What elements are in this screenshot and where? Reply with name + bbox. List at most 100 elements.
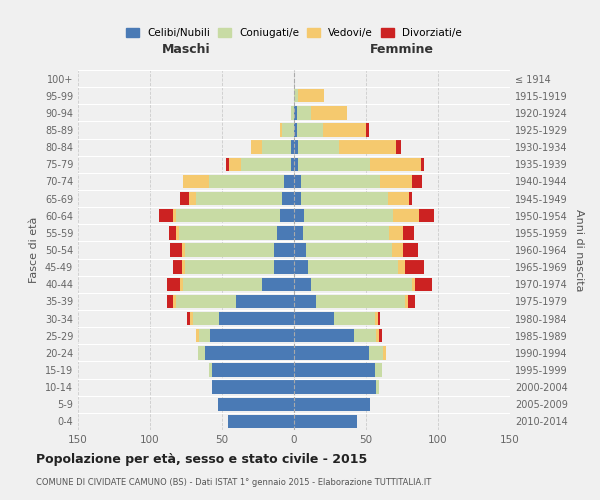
Bar — [415, 278, 432, 291]
Bar — [180, 192, 189, 205]
Bar — [199, 329, 211, 342]
Bar — [369, 346, 383, 360]
Bar — [236, 294, 294, 308]
Bar — [211, 329, 294, 342]
Bar — [392, 244, 403, 256]
Bar — [412, 278, 415, 291]
Bar — [209, 364, 212, 376]
Bar — [294, 294, 316, 308]
Bar — [294, 192, 301, 205]
Legend: Celibi/Nubili, Coniugati/e, Vedovi/e, Divorziati/e: Celibi/Nubili, Coniugati/e, Vedovi/e, Di… — [123, 25, 465, 42]
Text: COMUNE DI CIVIDATE CAMUNO (BS) - Dati ISTAT 1° gennaio 2015 - Elaborazione TUTTI: COMUNE DI CIVIDATE CAMUNO (BS) - Dati IS… — [36, 478, 431, 487]
Bar — [294, 124, 297, 136]
Bar — [187, 312, 190, 326]
Bar — [176, 226, 179, 239]
Bar — [294, 174, 301, 188]
Bar — [421, 158, 424, 171]
Bar — [185, 260, 274, 274]
Bar — [179, 226, 277, 239]
Bar — [228, 414, 294, 428]
Bar — [183, 174, 209, 188]
Bar — [374, 312, 377, 326]
Bar — [197, 346, 205, 360]
Bar — [218, 398, 294, 411]
Bar — [291, 158, 294, 171]
Bar — [394, 209, 419, 222]
Bar — [311, 278, 412, 291]
Bar — [294, 89, 298, 102]
Bar — [294, 226, 302, 239]
Bar — [294, 312, 334, 326]
Bar — [158, 209, 173, 222]
Bar — [294, 278, 311, 291]
Text: Maschi: Maschi — [161, 44, 211, 57]
Bar — [185, 244, 274, 256]
Bar — [302, 226, 389, 239]
Bar — [291, 106, 294, 120]
Bar — [280, 209, 294, 222]
Bar — [241, 158, 291, 171]
Bar — [376, 380, 379, 394]
Bar — [294, 329, 355, 342]
Bar — [251, 140, 262, 154]
Bar — [180, 278, 183, 291]
Bar — [316, 294, 405, 308]
Bar — [338, 140, 396, 154]
Y-axis label: Anni di nascita: Anni di nascita — [574, 209, 584, 291]
Bar — [173, 294, 176, 308]
Bar — [277, 226, 294, 239]
Bar — [170, 244, 182, 256]
Bar — [167, 278, 180, 291]
Bar — [190, 312, 193, 326]
Bar — [189, 192, 196, 205]
Bar — [298, 89, 324, 102]
Bar — [294, 140, 298, 154]
Bar — [334, 312, 374, 326]
Bar — [388, 192, 409, 205]
Bar — [301, 192, 388, 205]
Bar — [294, 260, 308, 274]
Bar — [284, 174, 294, 188]
Bar — [294, 158, 298, 171]
Bar — [294, 380, 376, 394]
Bar — [291, 140, 294, 154]
Bar — [212, 364, 294, 376]
Bar — [383, 346, 386, 360]
Bar — [294, 244, 305, 256]
Bar — [274, 244, 294, 256]
Bar — [409, 192, 412, 205]
Bar — [301, 174, 380, 188]
Bar — [226, 158, 229, 171]
Bar — [305, 244, 392, 256]
Bar — [366, 124, 369, 136]
Y-axis label: Fasce di età: Fasce di età — [29, 217, 39, 283]
Bar — [323, 124, 366, 136]
Bar — [294, 398, 370, 411]
Bar — [280, 124, 283, 136]
Bar — [374, 364, 382, 376]
Bar — [294, 346, 369, 360]
Bar — [176, 294, 236, 308]
Bar — [176, 209, 280, 222]
Bar — [173, 209, 176, 222]
Bar — [396, 140, 401, 154]
Bar — [274, 260, 294, 274]
Bar — [376, 329, 379, 342]
Bar — [209, 174, 284, 188]
Bar — [167, 294, 173, 308]
Bar — [294, 106, 297, 120]
Bar — [403, 244, 418, 256]
Bar — [355, 329, 376, 342]
Bar — [308, 260, 398, 274]
Bar — [398, 260, 405, 274]
Bar — [169, 226, 176, 239]
Bar — [405, 294, 408, 308]
Bar — [262, 278, 294, 291]
Bar — [370, 158, 421, 171]
Bar — [297, 106, 311, 120]
Text: Femmine: Femmine — [370, 44, 434, 57]
Bar — [262, 140, 291, 154]
Bar — [196, 329, 199, 342]
Bar — [193, 312, 219, 326]
Bar — [183, 278, 262, 291]
